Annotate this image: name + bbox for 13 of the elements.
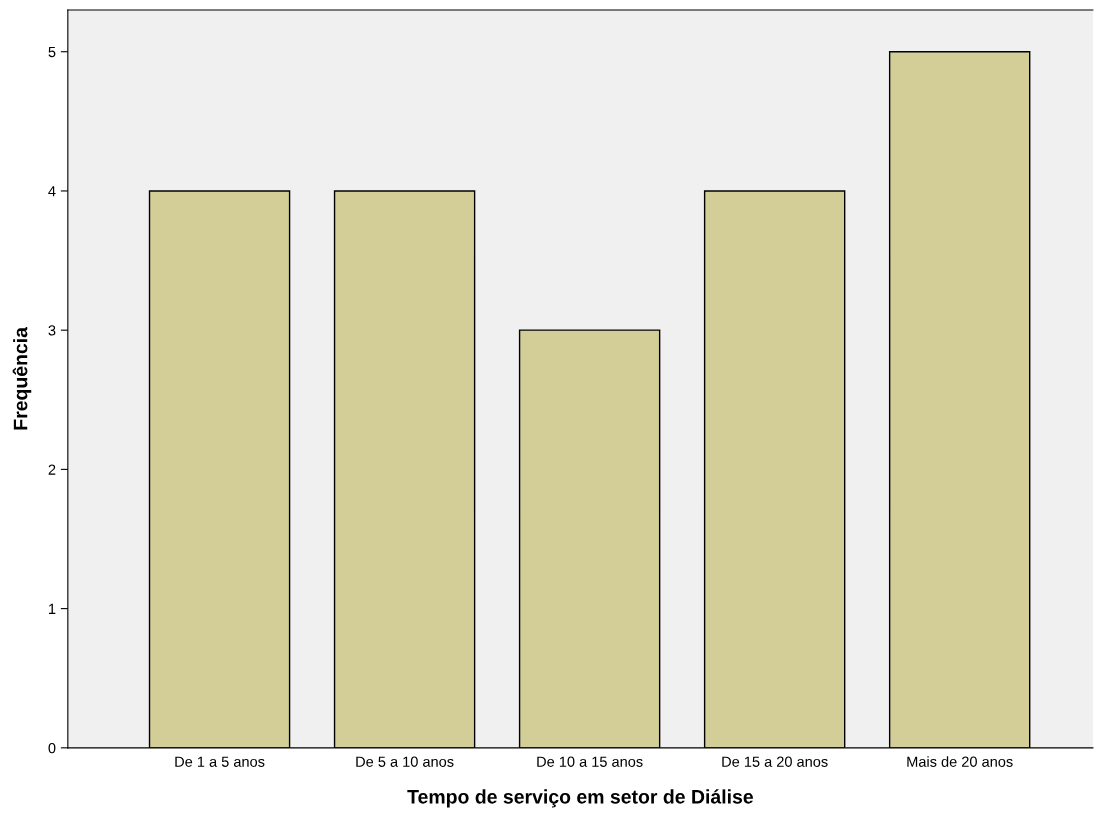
- y-tick-label: 1: [49, 603, 56, 614]
- x-tick-label: Mais de 20 anos: [907, 756, 1013, 767]
- y-tick-label: 0: [48, 742, 56, 754]
- y-tick-label: 4: [48, 186, 56, 197]
- x-tick-label: De 10 a 15 anos: [537, 756, 643, 767]
- y-tick-label: 2: [48, 464, 56, 475]
- x-tick-label: De 5 a 10 anos: [356, 756, 454, 767]
- y-tick-label: 3: [48, 325, 56, 336]
- x-tick-label: De 15 a 20 anos: [722, 756, 828, 767]
- y-tick-label: 5: [48, 46, 56, 58]
- x-axis-title: Tempo de serviço em setor de Diálise: [407, 789, 753, 808]
- y-axis-title: Frequência: [12, 326, 32, 430]
- x-tick-label: De 1 a 5 anos: [175, 756, 265, 767]
